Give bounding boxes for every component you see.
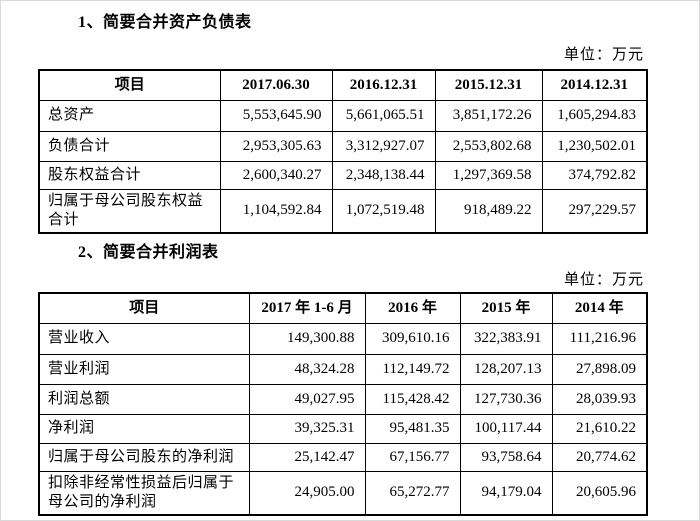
cell-value: 322,383.91 — [459, 322, 553, 355]
column-header: 2014 年 — [551, 292, 648, 324]
cell-value: 149,300.88 — [248, 322, 366, 355]
cell-value: 297,229.57 — [541, 188, 648, 234]
cell-value: 21,610.22 — [551, 413, 648, 444]
cell-value: 65,272.77 — [364, 470, 461, 515]
column-header: 项目 — [38, 292, 250, 324]
cell-value: 1,104,592.84 — [219, 188, 333, 234]
row-label: 负债合计 — [38, 130, 221, 162]
cell-value: 2,348,138.44 — [331, 160, 436, 190]
table-row: 负债合计 2,953,305.63 3,312,927.07 2,553,802… — [38, 130, 648, 162]
income-statement-table: 项目 2017 年 1-6 月 2016 年 2015 年 2014 年 营业收… — [38, 292, 648, 516]
table-header-row: 项目 2017.06.30 2016.12.31 2015.12.31 2014… — [38, 69, 648, 101]
unit-label-1: 单位：万元 — [563, 47, 644, 63]
table-row: 总资产 5,553,645.90 5,661,065.51 3,851,172.… — [38, 99, 648, 132]
table-row: 扣除非经常性损益后归属于母公司的净利润 24,905.00 65,272.77 … — [38, 470, 648, 515]
balance-sheet-table: 项目 2017.06.30 2016.12.31 2015.12.31 2014… — [38, 69, 648, 234]
cell-value: 128,207.13 — [459, 353, 553, 385]
unit-label-2: 单位：万元 — [563, 272, 644, 288]
cell-value: 115,428.42 — [364, 383, 461, 415]
column-header: 2017 年 1-6 月 — [248, 292, 366, 324]
cell-value: 3,312,927.07 — [331, 130, 436, 162]
column-header: 项目 — [38, 69, 221, 101]
cell-value: 2,953,305.63 — [219, 130, 333, 162]
cell-value: 20,605.96 — [551, 470, 648, 515]
cell-value: 95,481.35 — [364, 413, 461, 444]
cell-value: 2,553,802.68 — [434, 130, 543, 162]
cell-value: 49,027.95 — [248, 383, 366, 415]
cell-value: 93,758.64 — [459, 442, 553, 472]
column-header: 2016.12.31 — [331, 69, 436, 101]
table-row: 归属于母公司股东权益合计 1,104,592.84 1,072,519.48 9… — [38, 188, 648, 234]
cell-value: 309,610.16 — [364, 322, 461, 355]
column-header: 2015.12.31 — [434, 69, 543, 101]
row-label: 净利润 — [38, 413, 250, 444]
cell-value: 1,072,519.48 — [331, 188, 436, 234]
cell-value: 48,324.28 — [248, 353, 366, 385]
cell-value: 3,851,172.26 — [434, 99, 543, 132]
row-label: 营业收入 — [38, 322, 250, 355]
row-label: 营业利润 — [38, 353, 250, 385]
cell-value: 100,117.44 — [459, 413, 553, 444]
cell-value: 127,730.36 — [459, 383, 553, 415]
table-row: 股东权益合计 2,600,340.27 2,348,138.44 1,297,3… — [38, 160, 648, 190]
column-header: 2015 年 — [459, 292, 553, 324]
column-header: 2016 年 — [364, 292, 461, 324]
cell-value: 1,297,369.58 — [434, 160, 543, 190]
column-header: 2017.06.30 — [219, 69, 333, 101]
cell-value: 20,774.62 — [551, 442, 648, 472]
cell-value: 5,553,645.90 — [219, 99, 333, 132]
table-header-row: 项目 2017 年 1-6 月 2016 年 2015 年 2014 年 — [38, 292, 648, 324]
cell-value: 5,661,065.51 — [331, 99, 436, 132]
row-label: 股东权益合计 — [38, 160, 221, 190]
row-label: 总资产 — [38, 99, 221, 132]
row-label: 扣除非经常性损益后归属于母公司的净利润 — [38, 470, 250, 515]
table-row: 利润总额 49,027.95 115,428.42 127,730.36 28,… — [38, 383, 648, 415]
row-label: 利润总额 — [38, 383, 250, 415]
cell-value: 24,905.00 — [248, 470, 366, 515]
cell-value: 111,216.96 — [551, 322, 648, 355]
cell-value: 374,792.82 — [541, 160, 648, 190]
section-2-title: 2、简要合并利润表 — [78, 244, 219, 261]
cell-value: 918,489.22 — [434, 188, 543, 234]
table-row: 营业利润 48,324.28 112,149.72 128,207.13 27,… — [38, 353, 648, 385]
cell-value: 2,600,340.27 — [219, 160, 333, 190]
column-header: 2014.12.31 — [541, 69, 648, 101]
cell-value: 39,325.31 — [248, 413, 366, 444]
table-row: 营业收入 149,300.88 309,610.16 322,383.91 11… — [38, 322, 648, 355]
table-row: 归属于母公司股东的净利润 25,142.47 67,156.77 93,758.… — [38, 442, 648, 472]
cell-value: 94,179.04 — [459, 470, 553, 515]
cell-value: 27,898.09 — [551, 353, 648, 385]
cell-value: 1,230,502.01 — [541, 130, 648, 162]
cell-value: 112,149.72 — [364, 353, 461, 385]
table-row: 净利润 39,325.31 95,481.35 100,117.44 21,61… — [38, 413, 648, 444]
cell-value: 25,142.47 — [248, 442, 366, 472]
row-label: 归属于母公司股东的净利润 — [38, 442, 250, 472]
cell-value: 67,156.77 — [364, 442, 461, 472]
cell-value: 1,605,294.83 — [541, 99, 648, 132]
section-1-title: 1、简要合并资产负债表 — [78, 14, 252, 31]
row-label: 归属于母公司股东权益合计 — [38, 188, 221, 234]
cell-value: 28,039.93 — [551, 383, 648, 415]
